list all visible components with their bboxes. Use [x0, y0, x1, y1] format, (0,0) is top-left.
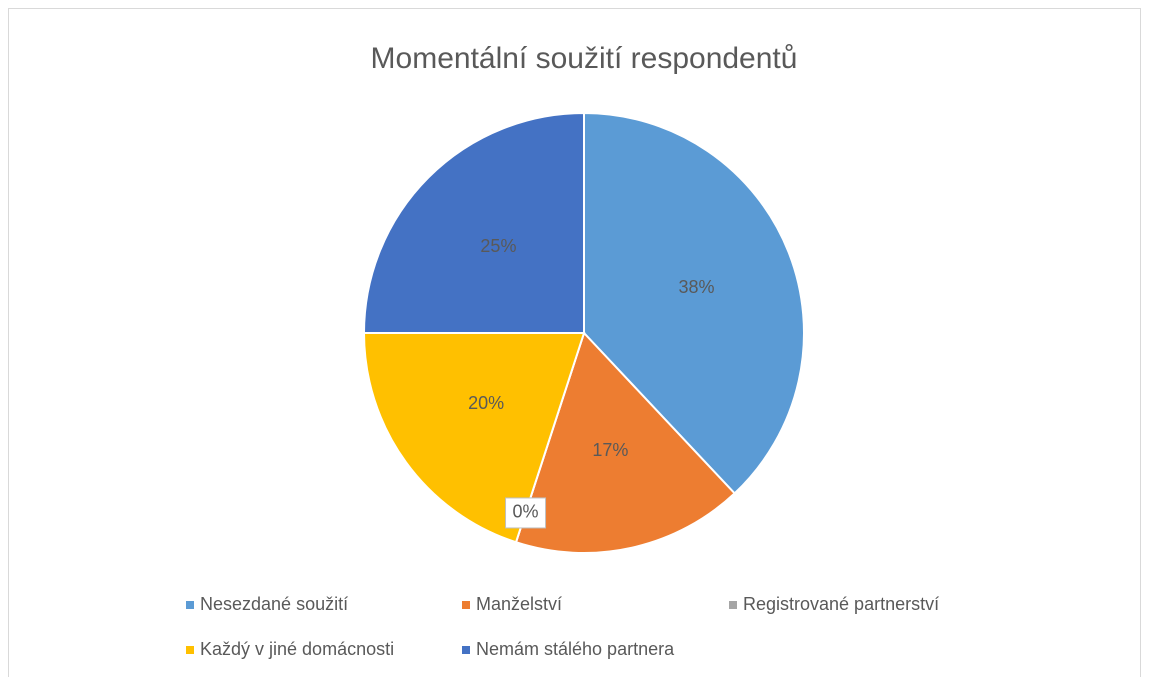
pie-slice — [514, 331, 737, 554]
data-label: 25% — [480, 236, 516, 256]
legend-swatch — [729, 601, 737, 609]
data-label-box — [505, 497, 547, 529]
legend-swatch — [462, 646, 470, 654]
legend-label: Nemám stálého partnera — [476, 639, 675, 659]
legend-swatch — [186, 601, 194, 609]
legend-label: Nesezdané soužití — [200, 594, 348, 614]
pie-slice — [362, 111, 585, 334]
data-label: 17% — [592, 440, 628, 460]
legend-label: Manželství — [476, 594, 562, 614]
pie-slice — [583, 111, 805, 495]
legend-swatch — [186, 646, 194, 654]
data-label: 38% — [678, 277, 714, 297]
legend-label: Registrované partnerství — [743, 594, 939, 614]
chart-title: Momentální soužití respondentů — [371, 42, 798, 75]
data-label: 0% — [513, 502, 539, 522]
pie-slice — [362, 332, 586, 544]
legend-swatch — [462, 601, 470, 609]
data-label: 20% — [468, 393, 504, 413]
legend-label: Každý v jiné domácnosti — [200, 639, 394, 659]
